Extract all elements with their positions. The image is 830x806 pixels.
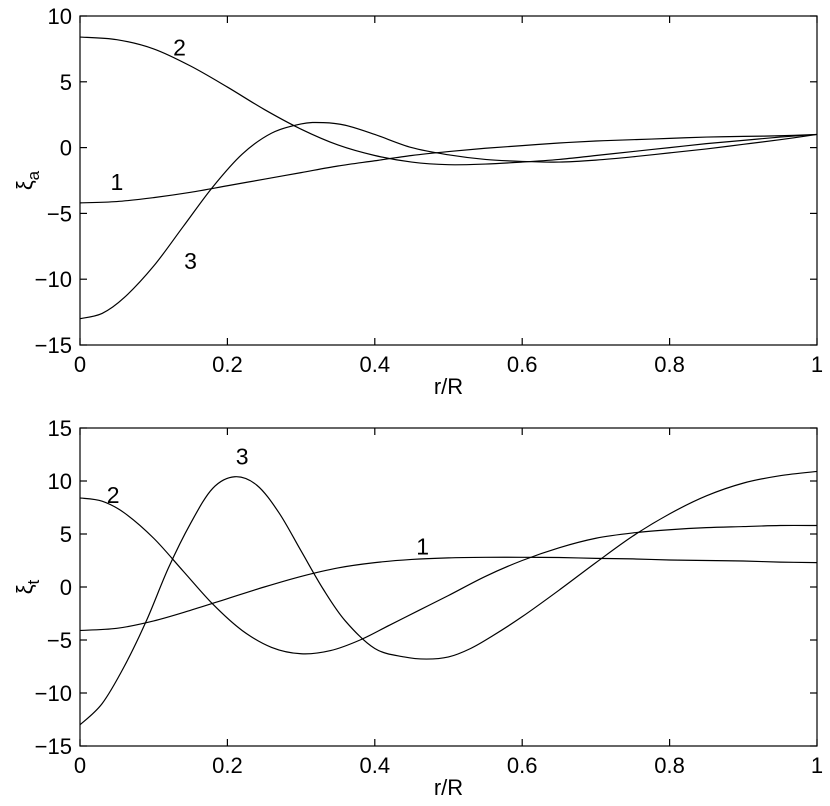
top-xtick-label: 0.8: [654, 352, 685, 377]
bottom-xtick-label: 1: [811, 753, 823, 778]
top-series-1-line: [79, 133, 818, 204]
bottom-ytick-label: 5: [60, 522, 72, 547]
top-xtick-label: 0.4: [360, 352, 391, 377]
bottom-series-3-line: [79, 470, 818, 726]
top-series-3-label: 3: [184, 248, 197, 274]
bottom-series-2-label: 2: [107, 482, 120, 508]
bottom-series-1-line: [79, 556, 818, 632]
top-xtick-label: 0: [74, 352, 86, 377]
bottom-series-1-label: 1: [416, 534, 429, 560]
bottom-plot-frame: [79, 427, 818, 747]
bottom-ytick-label: 15: [48, 416, 72, 441]
top-y-axis-label: ξa: [12, 170, 43, 190]
top-xtick-label: 0.2: [212, 352, 243, 377]
bottom-xtick-label: 0.6: [507, 753, 538, 778]
bottom-series-2-line: [79, 497, 818, 655]
bottom-panel: 0 0.2 0.4 0.6 0.8 1 −15 −10 −5 0 5 10 15 r/R ξt 1 2 3: [12, 416, 823, 800]
top-ytick-label: 10: [48, 4, 72, 29]
bottom-ytick-label: −10: [35, 681, 72, 706]
top-ytick-label: −10: [35, 267, 72, 292]
top-panel: 0 0.2 0.4 0.6 0.8 1 −15 −10 −5 0 5 10 r/R ξa 1 2 3: [12, 4, 823, 399]
top-series-3-line: [79, 121, 818, 320]
bottom-y-axis-label: ξt: [12, 579, 43, 594]
top-ytick-label: 5: [60, 70, 72, 95]
top-ytick-label: −5: [47, 201, 72, 226]
top-xtick-label: 0.6: [507, 352, 538, 377]
top-plot-frame: [79, 15, 818, 346]
bottom-ytick-label: 10: [48, 469, 72, 494]
top-ytick-label: 0: [60, 136, 72, 161]
bottom-xtick-label: 0.4: [360, 753, 391, 778]
bottom-x-axis-label: r/R: [434, 775, 463, 800]
top-xtick-label: 1: [811, 352, 823, 377]
top-ytick-label: −15: [35, 333, 72, 358]
bottom-xtick-label: 0: [74, 753, 86, 778]
bottom-xtick-label: 0.2: [212, 753, 243, 778]
bottom-ytick-label: −5: [47, 628, 72, 653]
bottom-ytick-label: 0: [60, 575, 72, 600]
top-series-2-label: 2: [173, 35, 186, 61]
top-x-axis-label: r/R: [434, 374, 463, 399]
top-series-2-line: [79, 36, 818, 166]
bottom-xtick-label: 0.8: [654, 753, 685, 778]
top-series-1-label: 1: [110, 169, 123, 195]
bottom-series-3-label: 3: [236, 444, 249, 470]
bottom-ytick-label: −15: [35, 734, 72, 759]
